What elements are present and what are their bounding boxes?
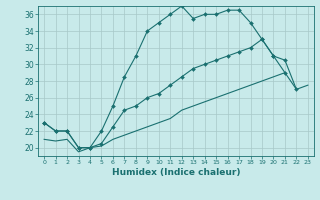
X-axis label: Humidex (Indice chaleur): Humidex (Indice chaleur) <box>112 168 240 177</box>
